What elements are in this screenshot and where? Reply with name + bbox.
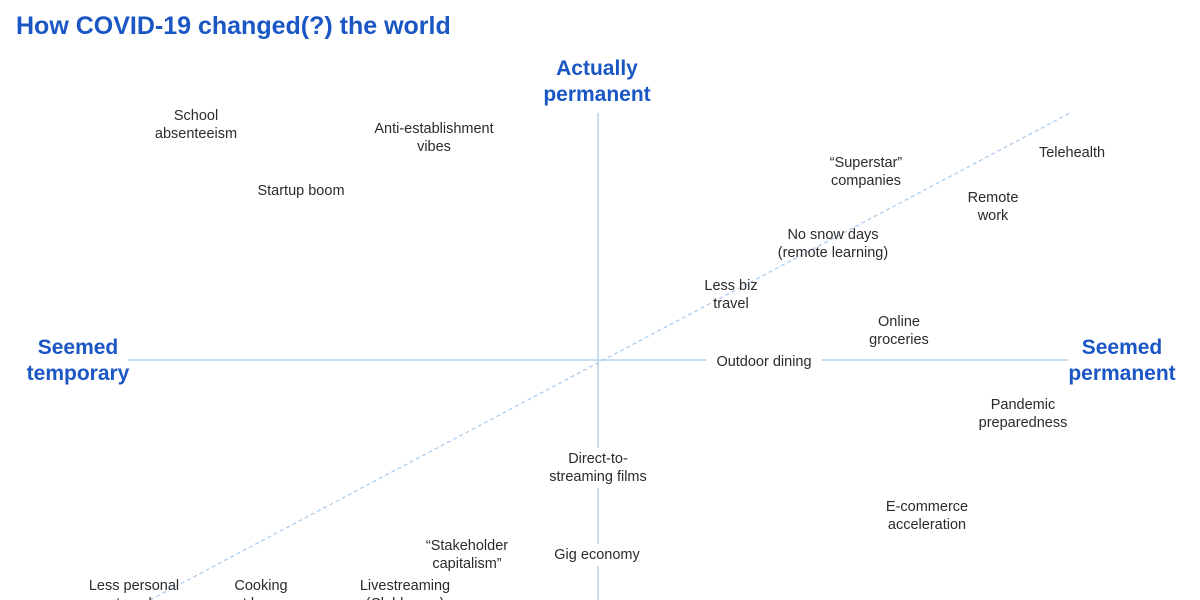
axis-label-left: Seemed temporary: [27, 336, 130, 385]
item-label-less-biz-travel: Less biz travel: [704, 278, 757, 312]
item-label-pandemic-preparedness-line: preparedness: [979, 415, 1068, 431]
item-label-online-groceries-line: Online: [878, 314, 920, 330]
item-label-less-biz-travel-line: Less biz: [704, 278, 757, 294]
item-label-cooking-at-home-line: Cooking: [234, 578, 287, 594]
item-label-cooking-at-home-line: at home: [235, 596, 287, 600]
item-label-remote-work-line: work: [977, 208, 1009, 224]
item-outdoor-dining: Outdoor dining: [706, 351, 822, 373]
diagonal-reference-line: [149, 112, 1071, 600]
item-label-stakeholder-capitalism: “Stakeholder capitalism”: [426, 538, 508, 572]
item-label-less-biz-travel-line: travel: [713, 296, 748, 312]
item-label-no-snow-days: No snow days (remote learning): [778, 227, 888, 261]
item-label-no-snow-days-line: (remote learning): [778, 245, 888, 261]
item-label-startup-boom-line: Startup boom: [257, 183, 344, 199]
item-label-superstar-companies-line: companies: [831, 173, 901, 189]
item-label-livestreaming: Livestreaming (Clubhouse): [360, 578, 450, 600]
item-stakeholder-capitalism: “Stakeholder capitalism”: [426, 538, 508, 572]
item-label-online-groceries-line: groceries: [869, 332, 929, 348]
item-label-stakeholder-capitalism-line: capitalism”: [432, 556, 501, 572]
axis-label-right-line: permanent: [1068, 362, 1175, 385]
item-label-less-personal-travel-line: Less personal: [89, 578, 179, 594]
axis-label-top-line: Actually: [556, 57, 638, 80]
item-less-personal-travel: Less personal travel: [89, 578, 179, 600]
item-label-pandemic-preparedness: Pandemic preparedness: [979, 397, 1068, 431]
item-label-pandemic-preparedness-line: Pandemic: [991, 397, 1055, 413]
item-label-startup-boom: Startup boom: [257, 183, 344, 199]
axis-label-top: Actually permanent: [543, 57, 650, 106]
item-label-gig-economy: Gig economy: [554, 547, 640, 563]
label-background: [544, 544, 651, 566]
item-e-commerce-acceleration: E-commerce acceleration: [886, 499, 968, 533]
item-label-stakeholder-capitalism-line: “Stakeholder: [426, 538, 508, 554]
item-label-superstar-companies-line: “Superstar”: [830, 155, 903, 171]
item-label-anti-establishment-vibes: Anti-establishment vibes: [374, 121, 493, 155]
item-label-direct-to-streaming-films-line: streaming films: [549, 469, 647, 485]
item-label-outdoor-dining: Outdoor dining: [716, 354, 811, 370]
item-label-e-commerce-acceleration: E-commerce acceleration: [886, 499, 968, 533]
item-label-school-absenteeism-line: absenteeism: [155, 126, 237, 142]
item-label-livestreaming-line: Livestreaming: [360, 578, 450, 594]
item-label-remote-work: Remote work: [968, 190, 1019, 224]
item-cooking-at-home: Cooking at home: [234, 578, 287, 600]
item-label-telehealth-line: Telehealth: [1039, 145, 1105, 161]
item-label-less-personal-travel-line: travel: [116, 596, 151, 600]
item-label-livestreaming-line: (Clubhouse): [366, 596, 445, 600]
item-label-superstar-companies: “Superstar” companies: [830, 155, 903, 189]
item-startup-boom: Startup boom: [257, 183, 344, 199]
item-label-school-absenteeism: School absenteeism: [155, 108, 237, 142]
item-label-direct-to-streaming-films: Direct-to-streaming films: [549, 451, 647, 485]
item-label-direct-to-streaming-films-line: Direct-to-: [568, 451, 628, 467]
label-background: [539, 448, 657, 488]
item-label-anti-establishment-vibes-line: vibes: [417, 139, 451, 155]
item-label-gig-economy-line: Gig economy: [554, 547, 640, 563]
item-label-e-commerce-acceleration-line: E-commerce: [886, 499, 968, 515]
item-label-no-snow-days-line: No snow days: [787, 227, 878, 243]
item-label-telehealth: Telehealth: [1039, 145, 1105, 161]
axis-label-top-line: permanent: [543, 83, 650, 106]
item-telehealth: Telehealth: [1039, 145, 1105, 161]
axis-label-right: Seemed permanent: [1068, 336, 1175, 385]
item-direct-to-streaming-films: Direct-to-streaming films: [539, 448, 657, 488]
item-label-less-personal-travel: Less personal travel: [89, 578, 179, 600]
label-background: [706, 351, 822, 373]
item-less-biz-travel: Less biz travel: [704, 278, 757, 312]
item-label-cooking-at-home: Cooking at home: [234, 578, 287, 600]
item-label-online-groceries: Online groceries: [869, 314, 929, 348]
item-label-e-commerce-acceleration-line: acceleration: [888, 517, 966, 533]
item-label-outdoor-dining-line: Outdoor dining: [716, 354, 811, 370]
axis-label-left-line: Seemed: [38, 336, 119, 359]
axis-label-right-line: Seemed: [1082, 336, 1163, 359]
item-label-remote-work-line: Remote: [968, 190, 1019, 206]
axis-label-left-line: temporary: [27, 362, 130, 385]
item-remote-work: Remote work: [968, 190, 1019, 224]
item-pandemic-preparedness: Pandemic preparedness: [979, 397, 1068, 431]
page-title: How COVID-19 changed(?) the world: [16, 12, 451, 40]
item-livestreaming: Livestreaming (Clubhouse): [360, 578, 450, 600]
item-no-snow-days: No snow days (remote learning): [778, 227, 888, 261]
item-superstar-companies: “Superstar” companies: [830, 155, 903, 189]
item-gig-economy: Gig economy: [544, 544, 651, 566]
item-anti-establishment-vibes: Anti-establishment vibes: [374, 121, 493, 155]
item-online-groceries: Online groceries: [869, 314, 929, 348]
item-school-absenteeism: School absenteeism: [155, 108, 237, 142]
item-label-anti-establishment-vibes-line: Anti-establishment: [374, 121, 493, 137]
item-label-school-absenteeism-line: School: [174, 108, 218, 124]
